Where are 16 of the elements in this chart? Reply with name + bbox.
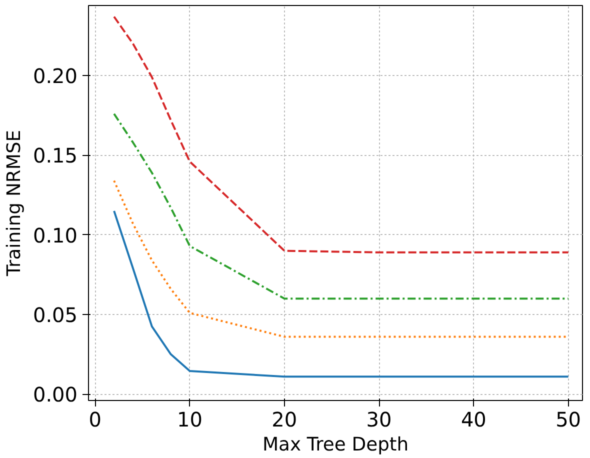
y-tick-label: 0.10 (32, 223, 78, 248)
x-tick-label: 0 (88, 408, 102, 432)
line-series (113, 112, 570, 300)
x-tick-label: 10 (177, 408, 202, 432)
x-axis-title: Max Tree Depth (262, 434, 409, 456)
y-tick-label: 0.15 (32, 144, 78, 168)
y-tick-label: 0.20 (32, 64, 78, 88)
x-tick-label: 20 (272, 408, 298, 432)
line-series (113, 210, 570, 378)
y-tick-label: 0.05 (32, 302, 78, 327)
y-axis-title: Training NRMSE (4, 130, 25, 278)
y-tick-label: 0.00 (32, 382, 78, 407)
x-tick-label: 50 (556, 408, 582, 432)
line-series (113, 16, 570, 254)
x-tick-label: 30 (366, 408, 392, 432)
x-tick-label: 40 (460, 408, 486, 432)
